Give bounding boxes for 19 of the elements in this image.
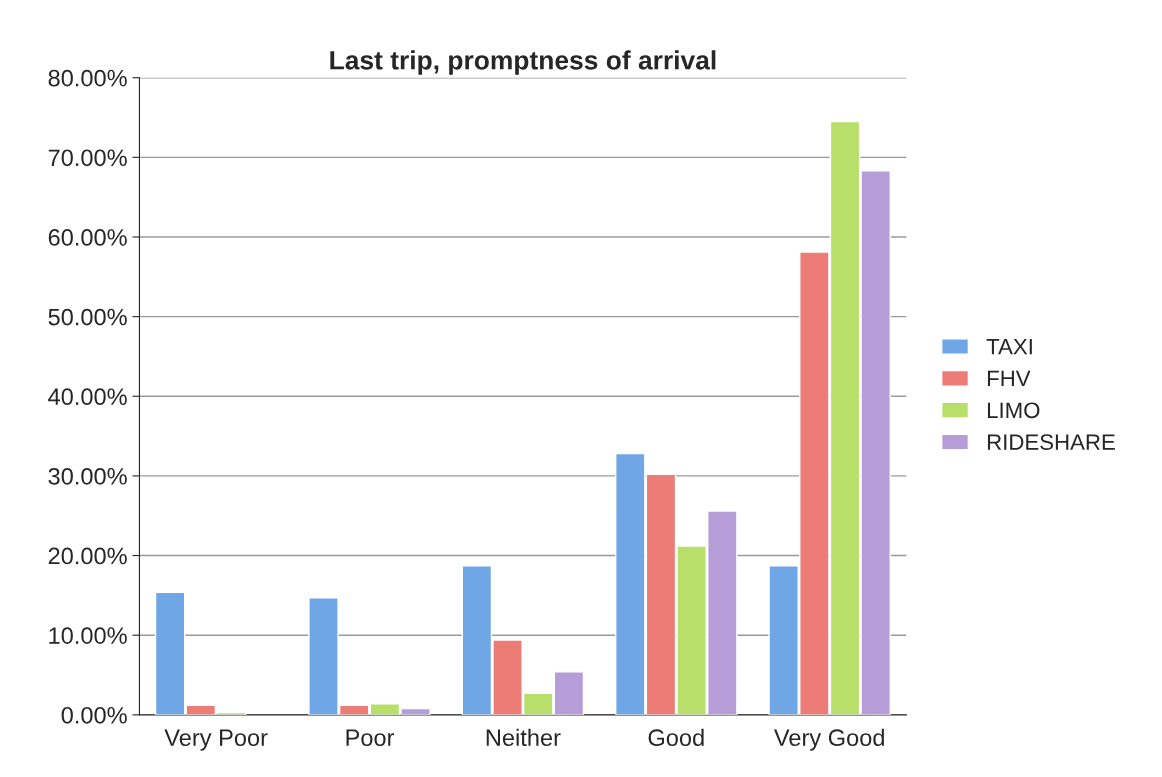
x-tick-label: Very Good [773, 728, 884, 751]
x-tick-label: Poor [346, 729, 395, 747]
legend-label: FHV [987, 370, 1031, 387]
x-tick-label: Good [648, 728, 704, 747]
y-tick-label: 10.00% [49, 627, 127, 644]
y-tick-label: 70.00% [48, 149, 127, 167]
x-tick-label: Neither [486, 728, 561, 747]
y-tick-label: 20.00% [48, 547, 127, 565]
chart-title: Last trip, promptness of arrival [330, 50, 716, 75]
y-tick-label: 80.00% [48, 69, 127, 87]
y-tick-label: 60.00% [48, 229, 127, 246]
y-tick-label: 30.00% [48, 467, 127, 485]
x-tick-label: Very Poor [164, 729, 268, 751]
y-tick-label: 40.00% [48, 388, 127, 406]
legend-label: TAXI [986, 338, 1032, 355]
y-tick-label: 50.00% [48, 308, 127, 326]
legend-label: LIMO [987, 402, 1040, 419]
y-tick-label: 0.00% [61, 706, 127, 724]
legend-label: RIDESHARE [987, 434, 1115, 450]
